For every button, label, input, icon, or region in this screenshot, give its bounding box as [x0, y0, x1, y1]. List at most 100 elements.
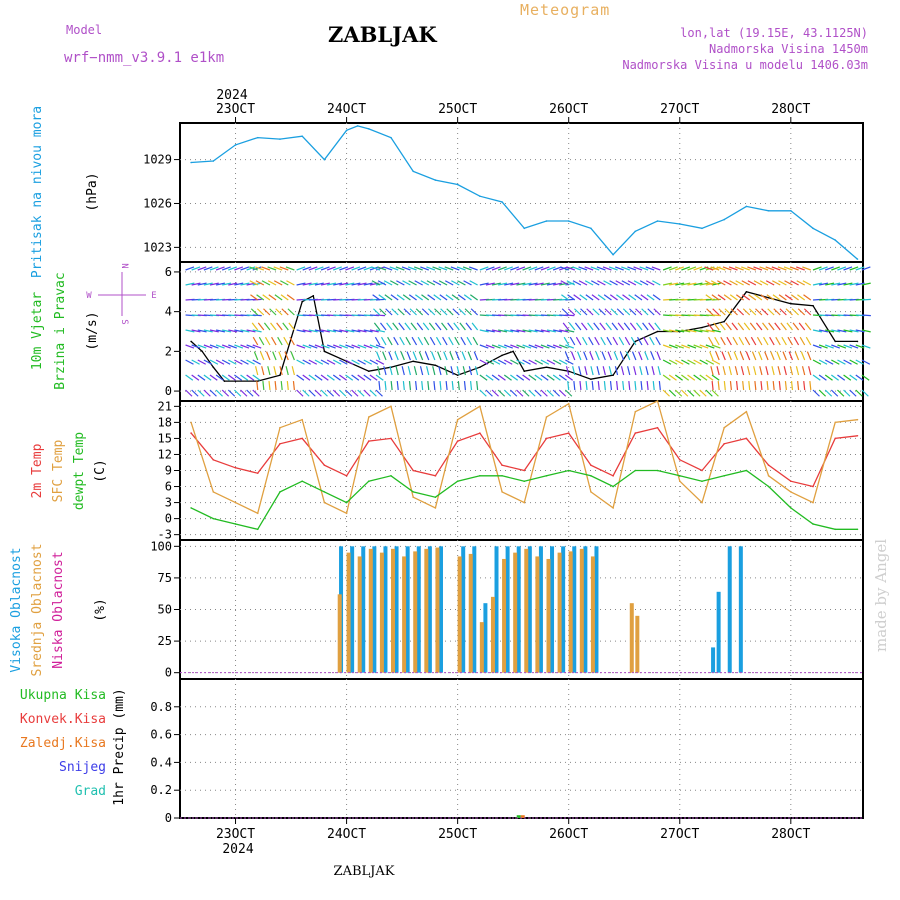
wind-arrow	[768, 322, 775, 331]
wind-arrow	[504, 359, 513, 365]
wind-arrow	[825, 282, 835, 286]
wind-arrow	[693, 344, 703, 349]
wind-arrow	[586, 308, 594, 316]
wind-arrow	[825, 329, 835, 333]
series-point	[767, 475, 770, 477]
wind-arrow	[751, 351, 757, 361]
wind-arrow	[395, 366, 399, 376]
wind-arrow	[643, 336, 649, 346]
wind-arrow	[209, 389, 217, 397]
wind-arrow	[705, 344, 715, 349]
wind-arrow	[390, 294, 399, 301]
wind-arrow	[638, 351, 643, 361]
wind-arrow	[395, 266, 405, 271]
series-bar	[402, 556, 407, 673]
wind-arrow	[345, 344, 355, 349]
series-bar	[435, 547, 440, 673]
wind-arrow	[278, 351, 283, 361]
time-tick-label: 25OCT	[438, 827, 477, 842]
wind-arrow	[653, 308, 661, 316]
wind-arrow	[479, 282, 489, 286]
wind-arrow	[357, 344, 367, 349]
precip-legend: Ukupna Kisa Konvek.Kisa Zaledj.Kisa Snijeg G…	[20, 688, 106, 799]
series-point	[812, 304, 814, 307]
series-bar	[424, 548, 429, 673]
wind-arrow	[585, 294, 594, 301]
wind-arrow	[271, 336, 277, 346]
wind-arrow	[652, 380, 655, 391]
wind-arrow	[463, 294, 472, 301]
wind-arrow	[675, 359, 684, 365]
wind-arrow	[735, 380, 739, 391]
wind-arrow	[203, 266, 213, 271]
wind-arrow	[777, 266, 787, 271]
wind-arrow	[593, 322, 600, 331]
y-tick-label: 9	[165, 464, 172, 478]
wind-arrow	[627, 266, 637, 271]
wind-arrow	[799, 336, 806, 346]
wind-arrow	[281, 308, 289, 316]
wind-arrow	[392, 322, 399, 331]
wind-arrow	[408, 380, 412, 391]
series-point	[323, 501, 326, 504]
precip-legend-item: Konvek.Kisa	[20, 712, 106, 727]
wind-arrow	[534, 344, 544, 349]
wind-arrow	[256, 308, 265, 316]
wind-arrow	[407, 366, 412, 376]
wind-arrow	[843, 359, 852, 365]
wind-arrow	[221, 389, 230, 397]
wind-arrow	[675, 266, 684, 271]
time-tick-label: 23OCT	[216, 102, 255, 117]
grid-lines	[174, 123, 863, 819]
series-point	[501, 464, 503, 466]
wind-arrow	[769, 336, 775, 346]
series-bar	[494, 546, 499, 673]
series-bar	[461, 546, 466, 673]
wind-arrow	[457, 294, 466, 301]
wind-arrow	[790, 380, 794, 391]
wind-arrow	[565, 344, 575, 349]
series-point	[367, 480, 370, 482]
wind-arrow	[464, 308, 472, 316]
series-point	[256, 512, 259, 515]
series-bar	[711, 647, 716, 673]
series-bar	[583, 546, 588, 673]
series-point	[634, 340, 637, 343]
wind-arrow	[274, 294, 283, 301]
wind-arrow	[405, 336, 411, 346]
wind-arrow	[803, 294, 812, 301]
wind-arrow	[252, 359, 261, 365]
wind-arrow	[261, 280, 271, 286]
wind-arrow	[756, 336, 763, 346]
wind-arrow	[280, 380, 283, 391]
wind-arrow	[861, 329, 871, 333]
wind-arrow	[783, 266, 793, 271]
wind-arrow	[681, 282, 691, 286]
wind-arrow	[546, 282, 556, 286]
wind-arrow	[383, 366, 387, 376]
wind-arrow	[280, 280, 289, 286]
wind-arrow	[234, 282, 244, 286]
series-bar	[383, 546, 388, 673]
series-point	[701, 227, 703, 230]
wind-arrow	[339, 282, 349, 286]
wind-arrow	[717, 380, 720, 391]
wind-arrow	[644, 351, 649, 361]
wind-arrow	[711, 359, 721, 365]
series-point	[345, 501, 348, 504]
series-bar	[738, 546, 743, 673]
wind-arrow	[191, 389, 199, 397]
wind-arrow	[401, 366, 405, 376]
wind-arrow	[748, 380, 751, 391]
wind-arrow	[582, 336, 588, 346]
wind-arrow	[421, 308, 430, 316]
wind-arrow	[567, 294, 576, 301]
wind-arrow	[326, 389, 335, 397]
series-point	[212, 517, 215, 520]
wind-arrow	[615, 280, 624, 286]
series-point	[390, 437, 392, 440]
wind-arrow	[357, 329, 367, 333]
wind-arrow	[283, 336, 289, 346]
wind-arrow	[372, 294, 381, 301]
wind-arrow	[351, 282, 361, 286]
